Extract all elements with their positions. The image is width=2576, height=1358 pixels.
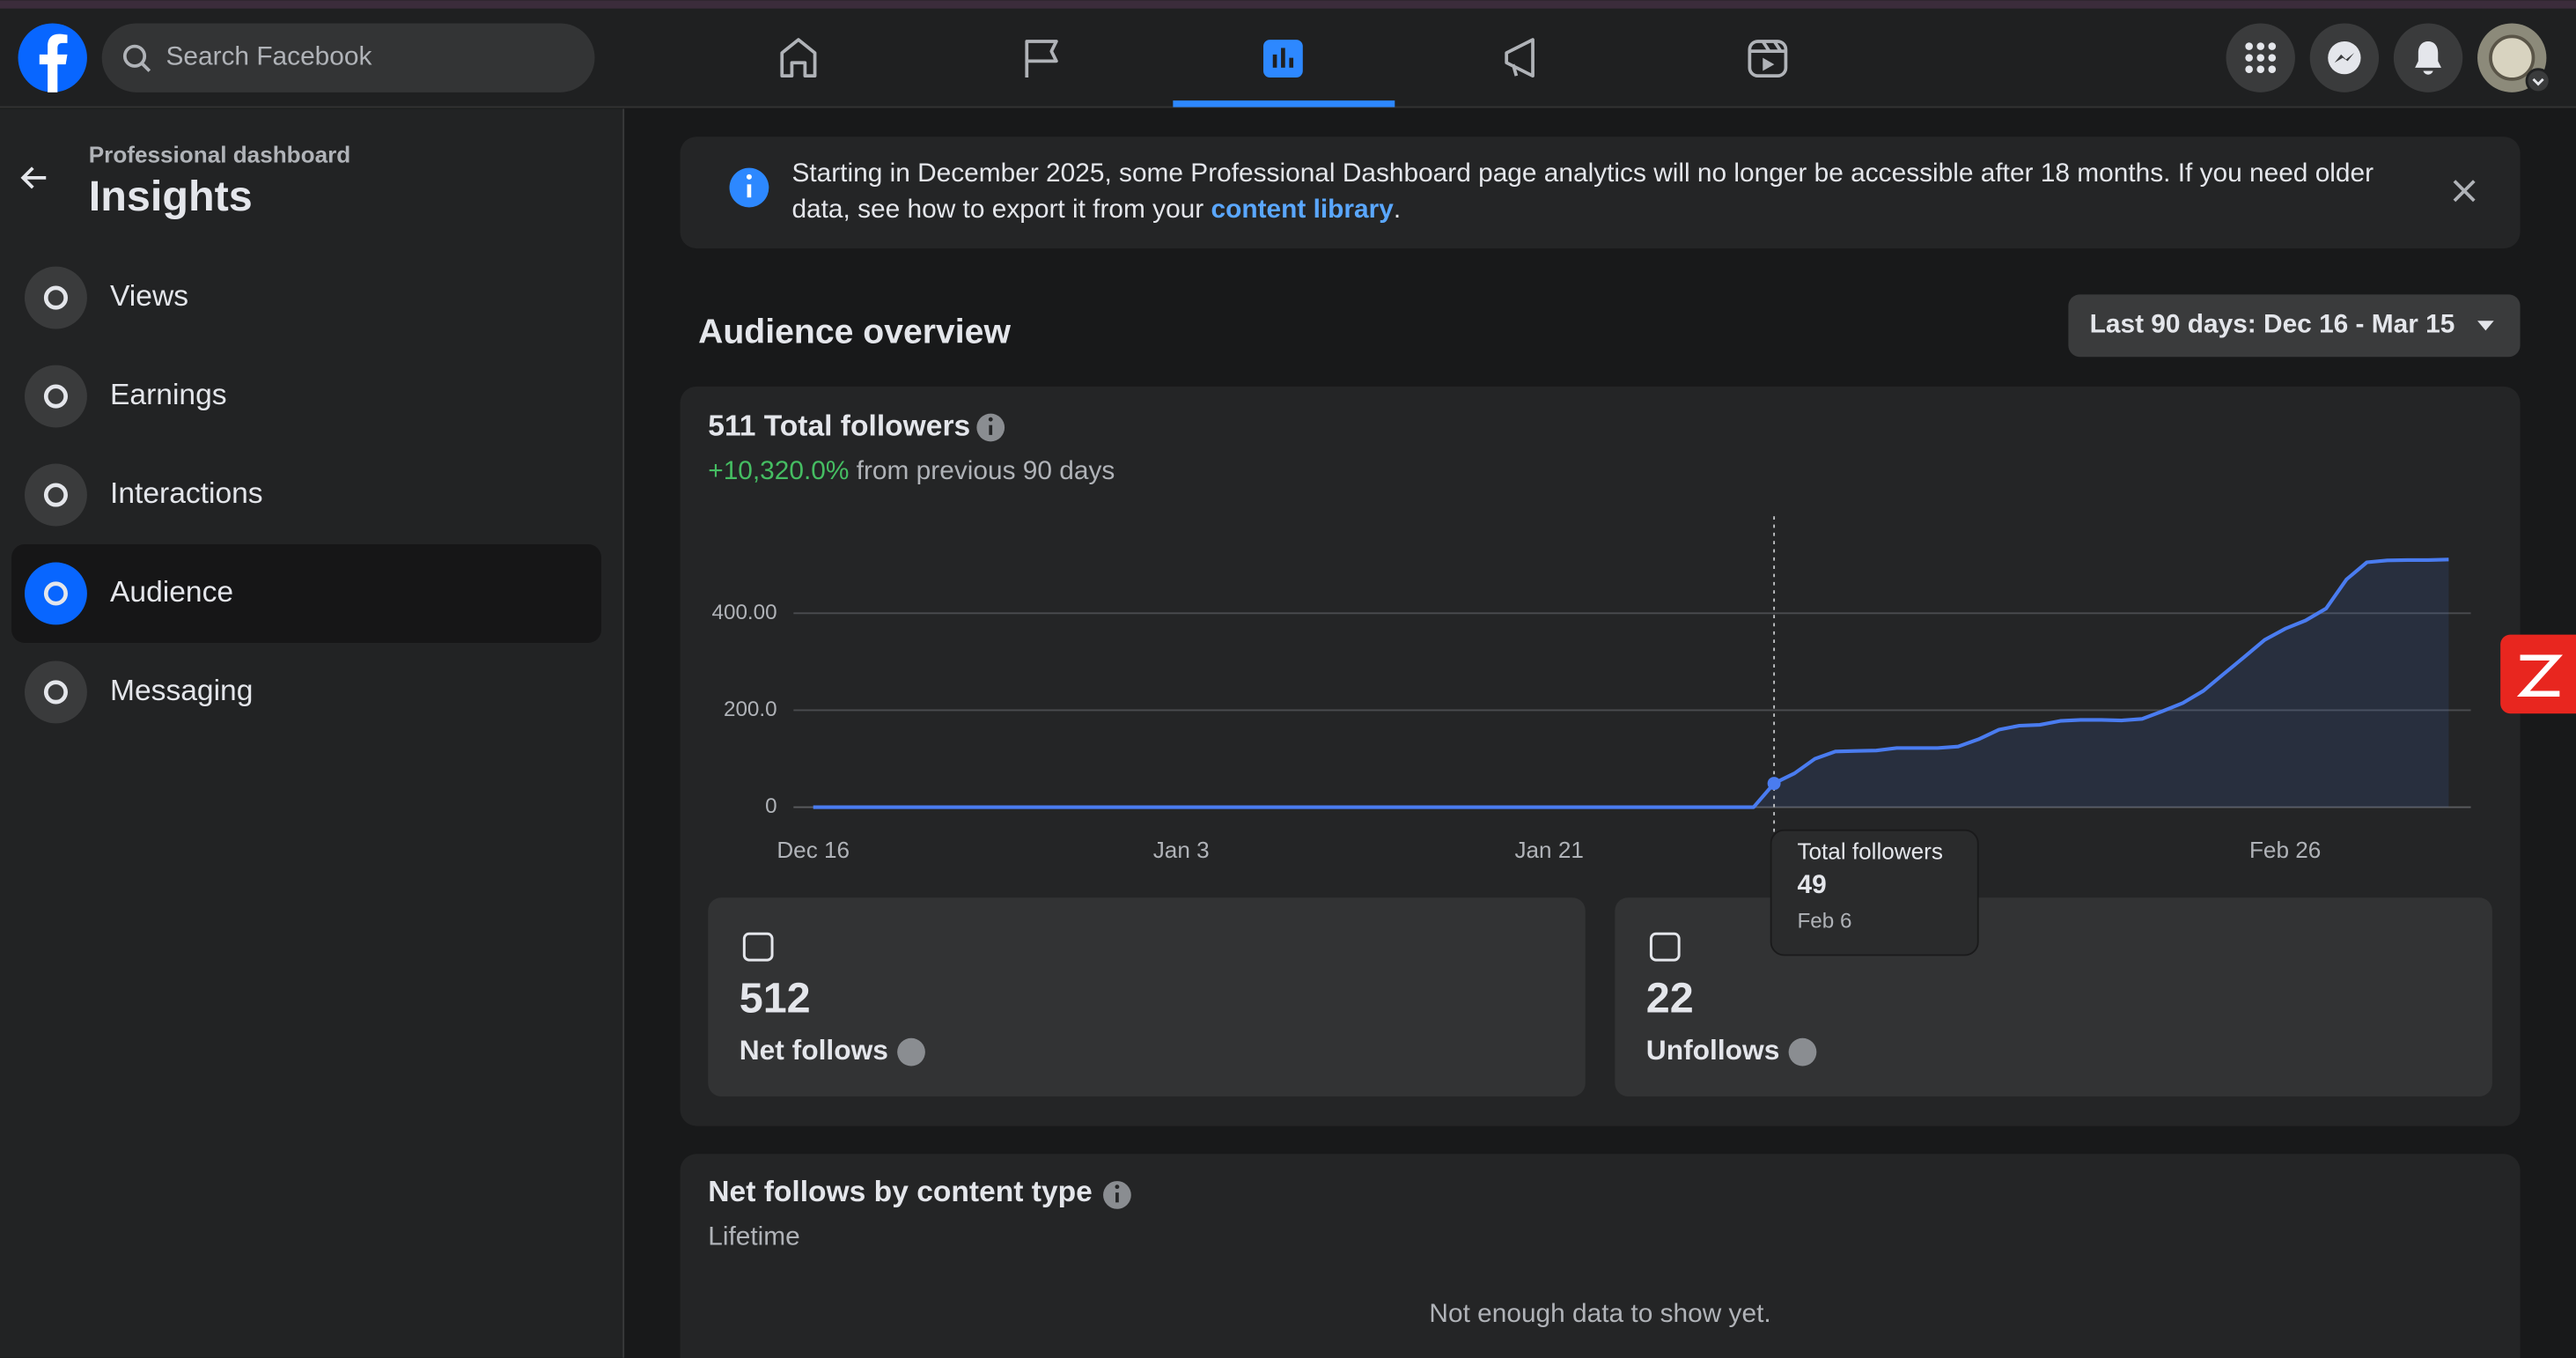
y-tick-label: 400.00 [711, 601, 776, 624]
banner-text: data, see how to export it from your [791, 195, 1203, 224]
x-tick-label: Feb 26 [2249, 837, 2321, 863]
back-button[interactable] [20, 166, 47, 189]
close-banner-button[interactable] [2453, 180, 2476, 203]
section-title: Audience overview [698, 313, 1011, 351]
empty-state: Not enough data to show yet. [1429, 1299, 1770, 1328]
stat-value: 22 [1646, 975, 1694, 1022]
nav-icon-glyph [43, 581, 68, 606]
content-library-link[interactable]: content library [1211, 195, 1395, 224]
nav-icon[interactable] [24, 365, 87, 428]
followers-change: +10,320.0% from previous 90 days [708, 456, 1115, 485]
search-icon [141, 62, 151, 72]
active-tab-indicator [1173, 100, 1395, 107]
bell-icon [2415, 41, 2441, 75]
nav-icon[interactable] [24, 463, 87, 527]
x-tick-label: Jan 3 [1153, 837, 1210, 863]
nav-icon[interactable] [24, 661, 87, 724]
sidebar [0, 108, 623, 1358]
y-tick-label: 0 [765, 794, 777, 818]
search-placeholder[interactable]: Search Facebook [166, 42, 372, 71]
nav-icon[interactable] [24, 562, 87, 625]
stat-icon [1649, 932, 1681, 962]
nav-item[interactable]: Views [110, 280, 188, 313]
chart-tooltip: Total followers 49 Feb 6 [1770, 829, 1979, 956]
followers-title: 511 Total followers [708, 410, 970, 442]
stat-icon [742, 932, 774, 962]
stat-label: Net follows [740, 1034, 888, 1066]
nav-icon-glyph [43, 680, 68, 705]
pages-icon[interactable] [1025, 40, 1058, 78]
hover-point [1767, 777, 1781, 791]
followers-chart: 0 200.0 400.00 Dec 16 Jan 3 Jan 21 Feb 26 [711, 516, 2471, 897]
sidebar-title: Insights [89, 173, 253, 220]
content-type-subtitle: Lifetime [708, 1221, 800, 1251]
content-type-title: Net follows by content type [708, 1176, 1093, 1208]
tooltip-label: Total followers [1797, 838, 1942, 865]
sidebar-subtitle: Professional dashboard [89, 141, 350, 167]
dropdown-caret [2477, 321, 2494, 331]
facebook-logo[interactable] [18, 23, 87, 92]
tooltip-box [1770, 829, 1979, 956]
video-icon[interactable] [1748, 40, 1788, 78]
nav-item[interactable]: Earnings [110, 379, 227, 411]
ads-icon[interactable] [1505, 38, 1535, 78]
x-tick-label: Jan 21 [1514, 837, 1583, 863]
stat-value: 512 [740, 975, 811, 1022]
notice-banner [680, 137, 2521, 249]
tooltip-date: Feb 6 [1797, 910, 1851, 934]
nav-icon[interactable] [24, 266, 87, 329]
content-type-card [680, 1154, 2521, 1358]
x-tick-label: Dec 16 [776, 837, 850, 863]
nav-icon-glyph [43, 384, 68, 409]
info-icon[interactable] [1788, 1037, 1817, 1066]
info-icon[interactable] [897, 1037, 925, 1066]
stat-card [1615, 897, 2492, 1096]
line-area [813, 559, 2449, 808]
banner-text: Starting in December 2025, some Professi… [791, 159, 2374, 188]
top-strip [0, 0, 2576, 9]
nav-icon-glyph [43, 285, 68, 310]
search-icon [122, 44, 147, 68]
y-tick-label: 200.0 [724, 697, 777, 721]
nav-item[interactable]: Audience [110, 576, 233, 609]
video-icon [1749, 40, 1786, 54]
date-range-label[interactable]: Last 90 days: Dec 16 - Mar 15 [2090, 310, 2455, 339]
change-percent: +10,320.0% [708, 456, 849, 485]
video-play [1763, 57, 1775, 71]
nav-item[interactable]: Messaging [110, 675, 253, 707]
change-suffix: from previous 90 days [857, 456, 1115, 485]
date-range-dropdown[interactable] [2068, 294, 2521, 358]
stat-label: Unfollows [1646, 1034, 1780, 1066]
stat-card [708, 897, 1586, 1096]
extension-icon [2516, 654, 2563, 697]
nav-icon-glyph [43, 483, 68, 507]
search-box[interactable] [101, 23, 595, 92]
active-nav-item [11, 543, 601, 643]
line [813, 557, 2449, 809]
banner-text: . [1394, 195, 1401, 224]
banner-text: data, see how to export it from your con… [791, 195, 1401, 224]
nav-item[interactable]: Interactions [110, 477, 263, 510]
home-icon[interactable] [780, 38, 817, 78]
tooltip-value: 49 [1797, 870, 1826, 899]
